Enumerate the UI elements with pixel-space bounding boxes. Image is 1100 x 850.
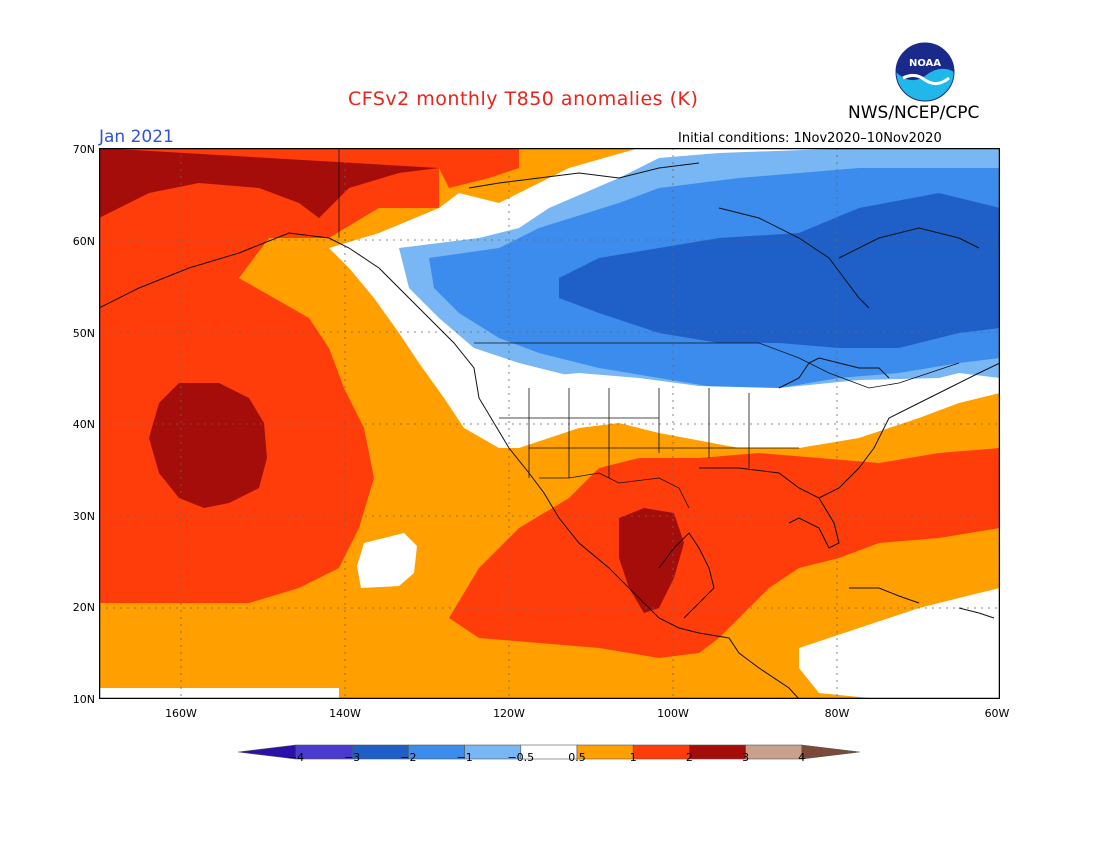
anomaly-region-darkred-mexico xyxy=(619,508,684,613)
map-title: CFSv2 monthly T850 anomalies (K) xyxy=(348,88,699,110)
lon-label: 140W xyxy=(329,707,361,720)
coastlines xyxy=(99,162,1000,699)
anomaly-region-darkred-arctic xyxy=(99,148,439,218)
noaa-logo-text: NOAA xyxy=(909,58,941,69)
lat-label: 50N xyxy=(72,327,95,340)
lat-label: 40N xyxy=(72,418,95,431)
colorbar-tick-label: −0.5 xyxy=(507,751,535,764)
anomaly-region-red-yukon xyxy=(99,148,519,188)
lon-label: 100W xyxy=(657,707,689,720)
colorbar-tick-label: 1 xyxy=(629,751,637,764)
graticule xyxy=(99,148,1000,699)
lon-label: 80W xyxy=(824,707,850,720)
lat-label: 10N xyxy=(72,693,95,706)
lat-label: 60N xyxy=(72,235,95,248)
lat-label: 70N xyxy=(72,143,95,156)
colorbar-tick-label: 3 xyxy=(742,751,750,764)
anomaly-map xyxy=(99,148,1000,699)
anomaly-map-svg xyxy=(99,148,1000,699)
organization-label: NWS/NCEP/CPC xyxy=(848,103,980,123)
colorbar-tick-label: −2 xyxy=(400,751,417,764)
anomaly-region-darkred-pacific xyxy=(149,383,267,508)
anomaly-region-white-east xyxy=(799,588,1000,699)
colorbar-tick-label: −1 xyxy=(456,751,473,764)
anomaly-region-white-pacific xyxy=(357,533,417,588)
colorbar xyxy=(238,744,860,760)
colorbar-tick-label: 2 xyxy=(685,751,693,764)
colorbar-tick-label: −4 xyxy=(287,751,305,764)
anomaly-region-darkblue xyxy=(559,193,1000,348)
map-frame xyxy=(99,148,1000,699)
noaa-logo: NOAA xyxy=(895,42,955,102)
initial-conditions: Initial conditions: 1Nov2020–10Nov2020 xyxy=(678,131,942,146)
anomaly-region-white-strip xyxy=(99,688,339,699)
lat-label: 30N xyxy=(72,510,95,523)
political-boundaries xyxy=(338,148,960,509)
anomaly-region-orange-caribbean xyxy=(739,543,1000,648)
forecast-month: Jan 2021 xyxy=(99,127,174,147)
lon-label: 60W xyxy=(984,707,1010,720)
colorbar-tick-label: 4 xyxy=(798,751,806,764)
lat-label: 20N xyxy=(72,601,95,614)
colorbar-tick-label: 0.5 xyxy=(568,751,586,764)
anomaly-region-red-mexico xyxy=(449,448,1000,658)
lon-label: 120W xyxy=(493,707,525,720)
lon-label: 160W xyxy=(165,707,197,720)
colorbar-tick-label: −3 xyxy=(344,751,361,764)
colorbar-arrow-high xyxy=(801,744,860,760)
